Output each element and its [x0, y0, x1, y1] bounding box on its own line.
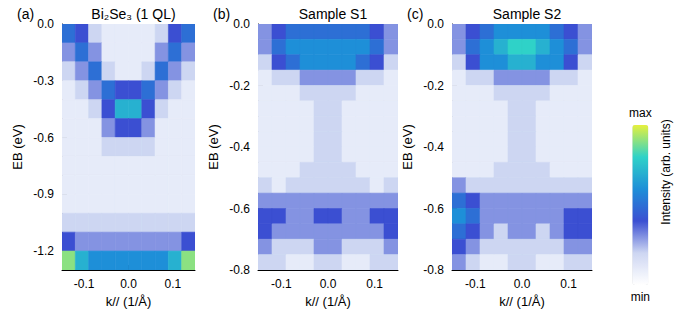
svg-text:0.1: 0.1 [366, 277, 383, 291]
svg-text:0.0: 0.0 [320, 277, 337, 291]
svg-text:k// (1/Å): k// (1/Å) [305, 294, 351, 309]
svg-text:(c): (c) [407, 6, 423, 22]
svg-text:(a): (a) [17, 6, 34, 22]
svg-text:k// (1/Å): k// (1/Å) [499, 294, 545, 309]
svg-text:0.0: 0.0 [37, 17, 54, 31]
svg-text:-0.1: -0.1 [271, 277, 292, 291]
svg-text:0.0: 0.0 [120, 277, 137, 291]
svg-text:Bi₂Se₃ (1 QL): Bi₂Se₃ (1 QL) [91, 6, 175, 22]
svg-text:0.0: 0.0 [427, 17, 444, 31]
svg-text:-0.1: -0.1 [465, 277, 486, 291]
svg-text:-0.4: -0.4 [229, 140, 250, 154]
svg-text:EB (eV): EB (eV) [206, 124, 221, 170]
svg-text:-0.9: -0.9 [33, 187, 54, 201]
svg-text:min: min [631, 290, 650, 304]
svg-text:-0.6: -0.6 [229, 202, 250, 216]
svg-text:Intensity (arb. units): Intensity (arb. units) [659, 119, 673, 224]
svg-text:max: max [629, 106, 652, 120]
svg-text:-0.4: -0.4 [423, 140, 444, 154]
svg-text:-0.2: -0.2 [423, 79, 444, 93]
svg-text:(b): (b) [213, 6, 230, 22]
svg-text:-0.8: -0.8 [423, 263, 444, 277]
svg-text:EB (eV): EB (eV) [400, 124, 415, 170]
svg-text:-0.6: -0.6 [423, 202, 444, 216]
svg-text:EB (eV): EB (eV) [10, 124, 25, 170]
svg-text:0.1: 0.1 [164, 277, 181, 291]
svg-text:-0.8: -0.8 [229, 263, 250, 277]
svg-text:k// (1/Å): k// (1/Å) [106, 294, 152, 309]
svg-text:0.1: 0.1 [560, 277, 577, 291]
svg-text:-1.2: -1.2 [33, 244, 54, 258]
svg-text:Sample S2: Sample S2 [493, 6, 562, 22]
svg-text:Sample S1: Sample S1 [299, 6, 368, 22]
svg-text:-0.3: -0.3 [33, 74, 54, 88]
svg-text:-0.2: -0.2 [229, 79, 250, 93]
svg-text:-0.1: -0.1 [74, 277, 95, 291]
svg-text:-0.6: -0.6 [33, 131, 54, 145]
svg-text:0.0: 0.0 [514, 277, 531, 291]
svg-text:0.0: 0.0 [233, 17, 250, 31]
